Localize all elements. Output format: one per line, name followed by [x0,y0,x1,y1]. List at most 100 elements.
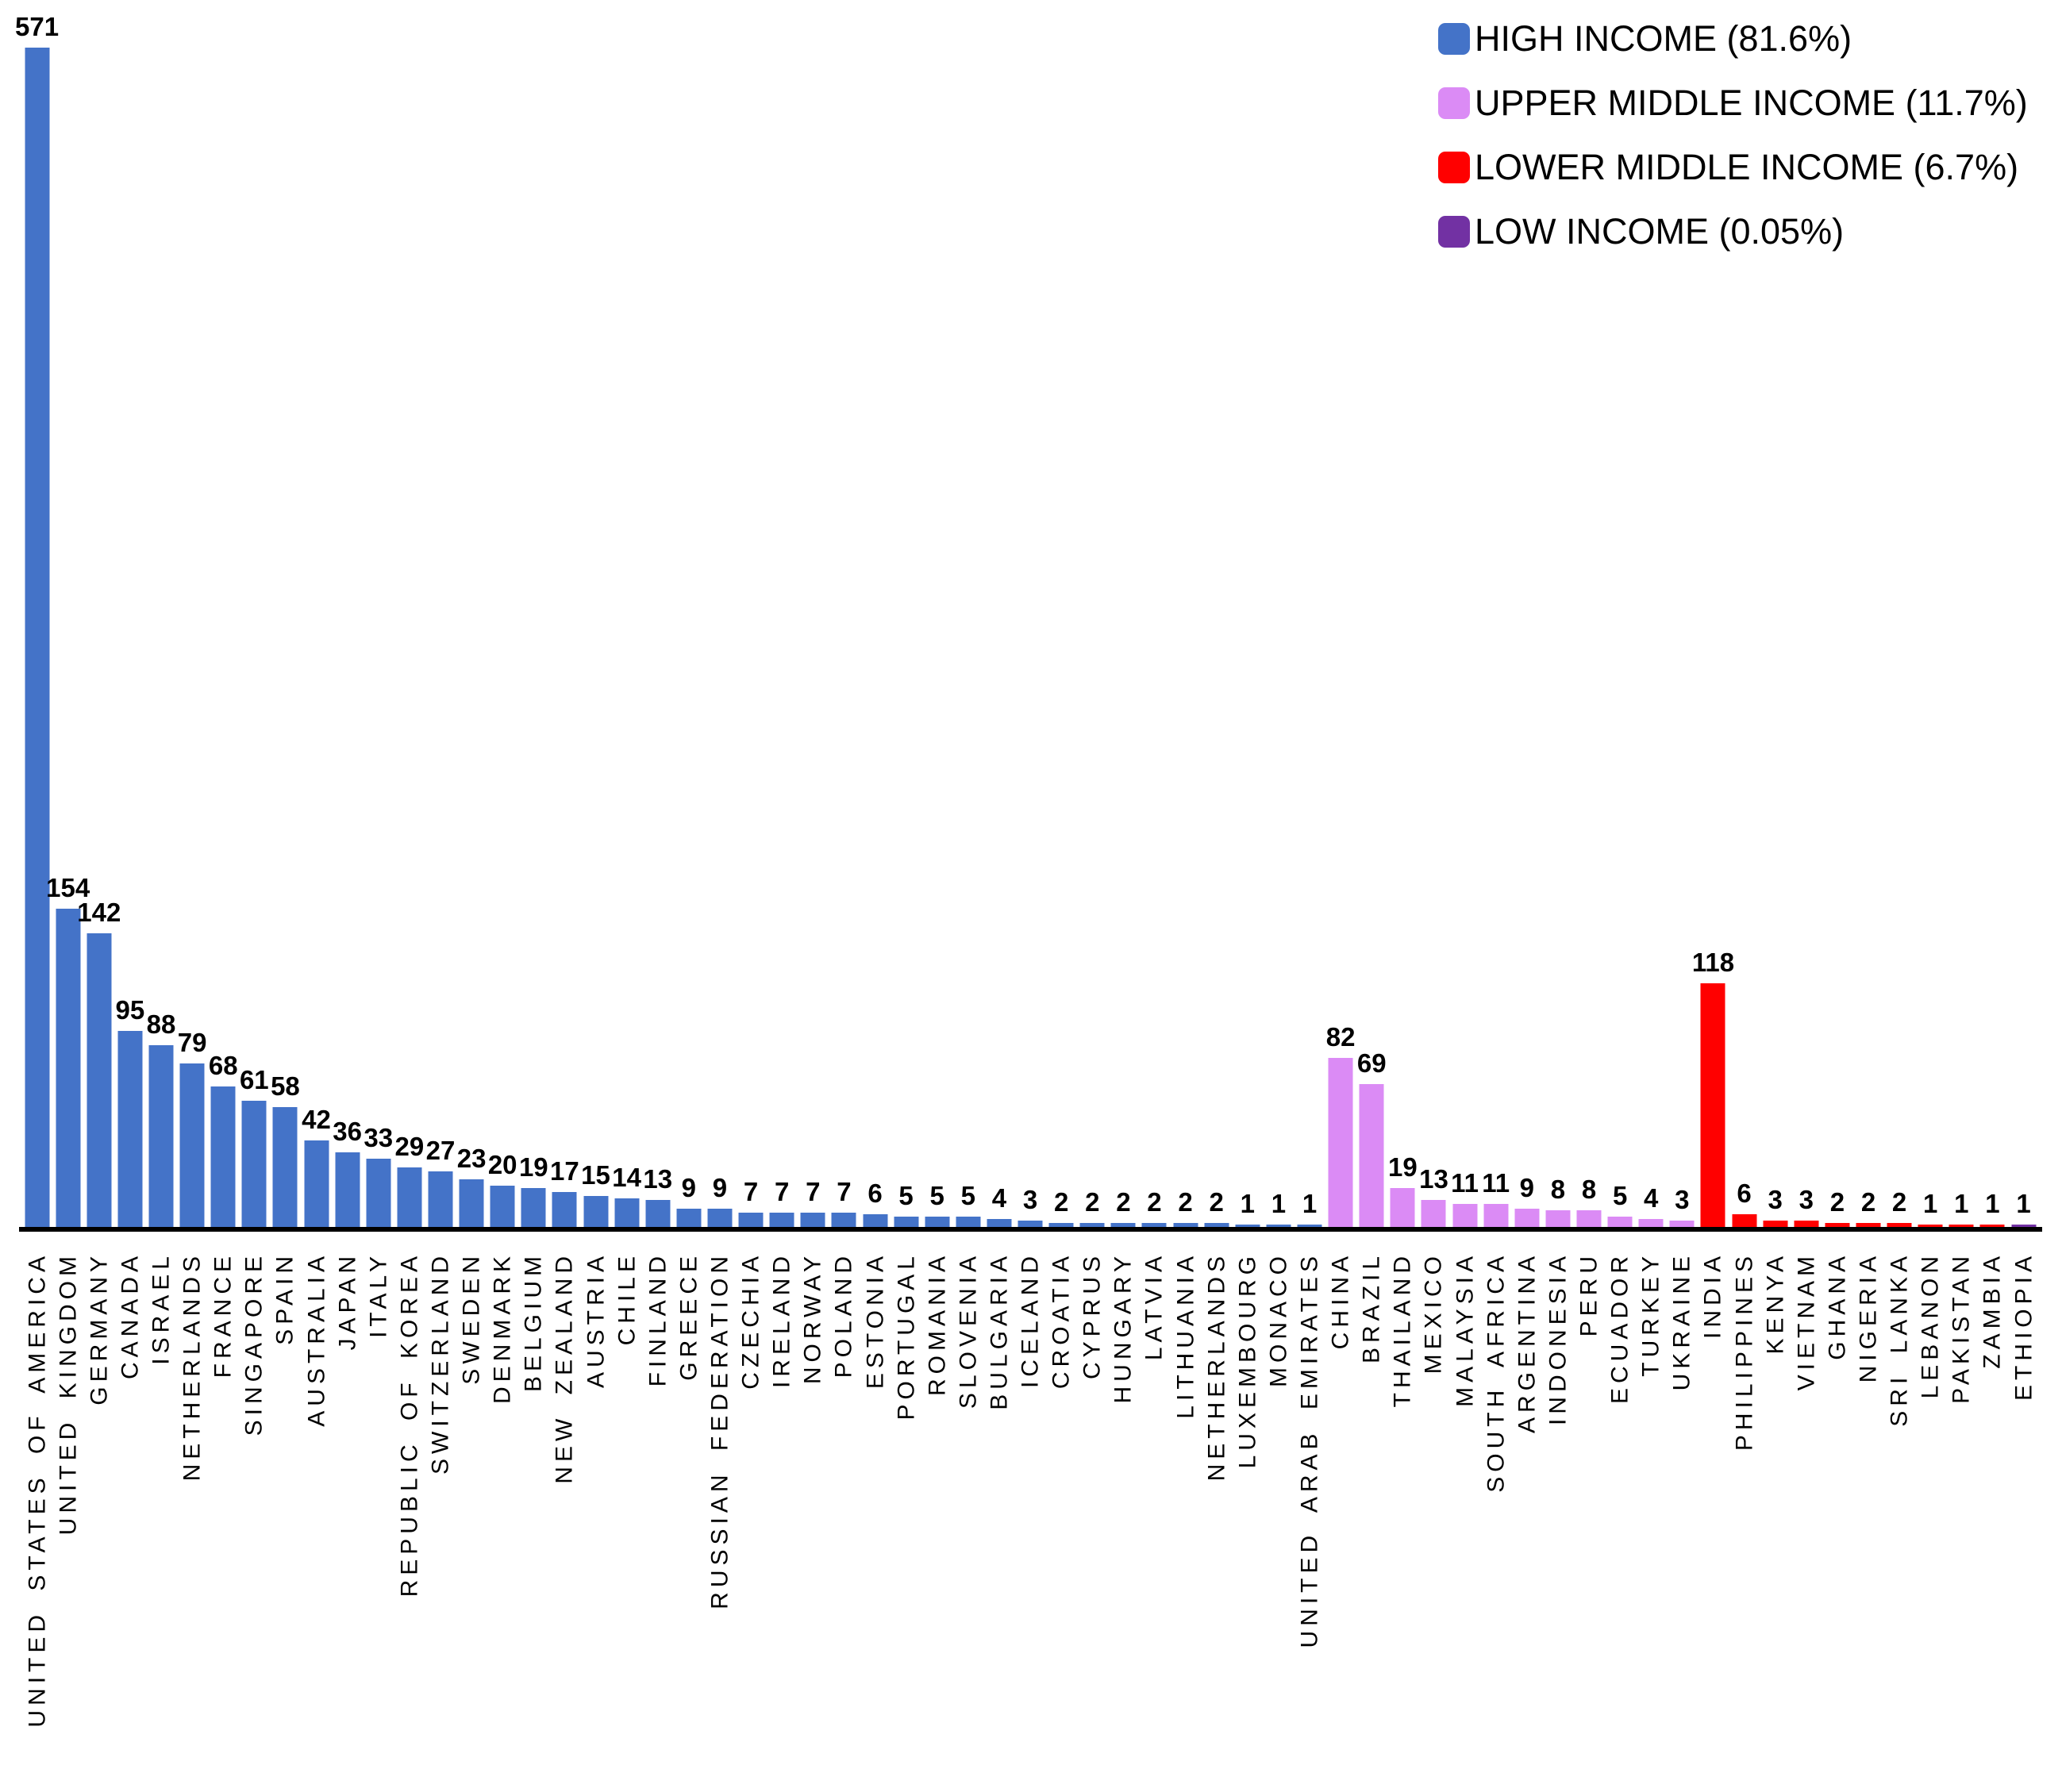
bar-category-label: AUSTRIA [583,1252,610,1389]
bar-column: 19 THAILAND [1387,48,1418,1407]
bar-category-label: UNITED ARAB EMIRATES [1296,1252,1323,1648]
bar [1452,1204,1478,1227]
bar [894,1217,919,1227]
bar-column: 15 AUSTRIA [580,48,611,1388]
bar [397,1167,422,1227]
bar-category-label: AUSTRALIA [303,1252,330,1427]
bar [1018,1221,1043,1227]
bar [335,1152,360,1227]
bar-value-label: 9 [681,1173,697,1202]
bar [25,48,50,1227]
bar-value-label: 2 [1891,1187,1907,1217]
bar-value-label: 1 [1954,1189,1969,1218]
bar-value-label: 2 [1116,1187,1131,1217]
bar-category-label: ZAMBIA [1979,1252,2006,1369]
bar-category-label: FRANCE [210,1252,237,1379]
bar-value-label: 571 [15,12,60,41]
bar-value-label: 14 [612,1163,641,1192]
bar-category-label: ARGENTINA [1514,1252,1541,1434]
bar-value-label: 6 [868,1179,883,1208]
bar-column: 58 SPAIN [270,48,301,1345]
bar-category-label: MALAYSIA [1452,1252,1479,1407]
bar-column: 8 PERU [1573,48,1604,1336]
bar-column: 19 BELGIUM [518,48,549,1392]
legend-swatch-icon [1438,151,1470,183]
bar [645,1200,671,1227]
bar-category-label: MONACO [1265,1252,1292,1387]
bar-column: 69 BRAZIL [1356,48,1387,1363]
bar [769,1213,794,1227]
bar [1856,1223,1881,1227]
bar-column: 5 PORTUGAL [891,48,921,1421]
bar [1359,1084,1384,1227]
bar [614,1198,640,1227]
bar-category-label: ETHIOPIA [2010,1252,2037,1402]
bar-column: 2 GHANA [1822,48,1852,1360]
bar [1235,1225,1260,1227]
bar-category-label: NIGERIA [1855,1252,1882,1383]
bar [1700,983,1725,1227]
bar-column: 571 UNITED STATES OF AMERICA [15,13,59,1728]
bar [1638,1219,1664,1227]
bar-category-label: ITALY [365,1252,392,1338]
bar [1825,1223,1850,1227]
bar-category-label: CHINA [1327,1252,1354,1350]
bar-value-label: 8 [1581,1175,1597,1204]
bar-value-label: 3 [1768,1185,1783,1214]
bar-value-label: 3 [1022,1185,1038,1214]
bar-column: 7 POLAND [829,48,860,1378]
bar-value-label: 5 [898,1181,914,1210]
bar-category-label: SOUTH AFRICA [1483,1252,1510,1493]
bar-category-label: VIETNAM [1793,1252,1820,1391]
bar [738,1213,764,1227]
bar-column: 36 JAPAN [332,48,363,1350]
bar-value-label: 1 [1240,1189,1255,1218]
bar-value-label: 68 [208,1051,238,1080]
bar-category-label: BRAZIL [1358,1252,1385,1364]
bar-value-label: 2 [1209,1187,1224,1217]
bar-category-label: PERU [1575,1252,1602,1337]
bar-category-label: CANADA [117,1252,144,1380]
bar [1483,1204,1509,1227]
bar-value-label: 4 [1644,1183,1659,1213]
bar-category-label: GREECE [675,1252,702,1381]
bar [1763,1221,1788,1227]
bar-column: 3 VIETNAM [1791,48,1822,1390]
bar-column: 27 SWITZERLAND [425,48,456,1475]
bar-value-label: 79 [177,1028,207,1057]
bar-column: 5 SLOVENIA [952,48,983,1409]
bar-column: 9 GREECE [673,48,704,1381]
bar [490,1186,515,1227]
bar-column: 13 MEXICO [1418,48,1449,1374]
bar-value-label: 7 [806,1177,821,1206]
bar-column: 11 MALAYSIA [1449,48,1480,1407]
bar-category-label: SINGAPORE [240,1252,267,1436]
bar-value-label: 7 [774,1177,790,1206]
bar-category-label: UKRAINE [1668,1252,1695,1391]
bar-value-label: 13 [1419,1164,1448,1194]
bar [148,1045,174,1227]
bar [1669,1221,1695,1227]
bar-value-label: 23 [456,1144,487,1173]
bar [1576,1210,1602,1227]
bar-column: 88 ISRAEL [145,48,176,1365]
bar [1079,1223,1105,1227]
bar-category-label: CROATIA [1048,1252,1075,1390]
bar-column: 5 ECUADOR [1605,48,1636,1404]
bar-category-label: FINLAND [644,1252,671,1387]
bar-column: 11 SOUTH AFRICA [1480,48,1511,1493]
bar [1607,1217,1633,1227]
bar-category-label: SRI LANKA [1886,1252,1913,1427]
bar-column: 3 KENYA [1760,48,1791,1354]
bar-value-label: 33 [364,1123,394,1152]
legend-label: LOW INCOME (0.05%) [1475,211,1845,252]
bar [2011,1225,2037,1227]
bar [863,1214,887,1227]
bar [831,1213,856,1227]
legend-item-low: LOW INCOME (0.05%) [1438,213,2028,249]
bar-value-label: 2 [1860,1187,1876,1217]
bar-category-label: SWITZERLAND [427,1252,454,1475]
bar-value-label: 11 [1451,1168,1479,1198]
bar-category-label: RUSSIAN FEDERATION [706,1252,733,1609]
bar [459,1179,484,1227]
